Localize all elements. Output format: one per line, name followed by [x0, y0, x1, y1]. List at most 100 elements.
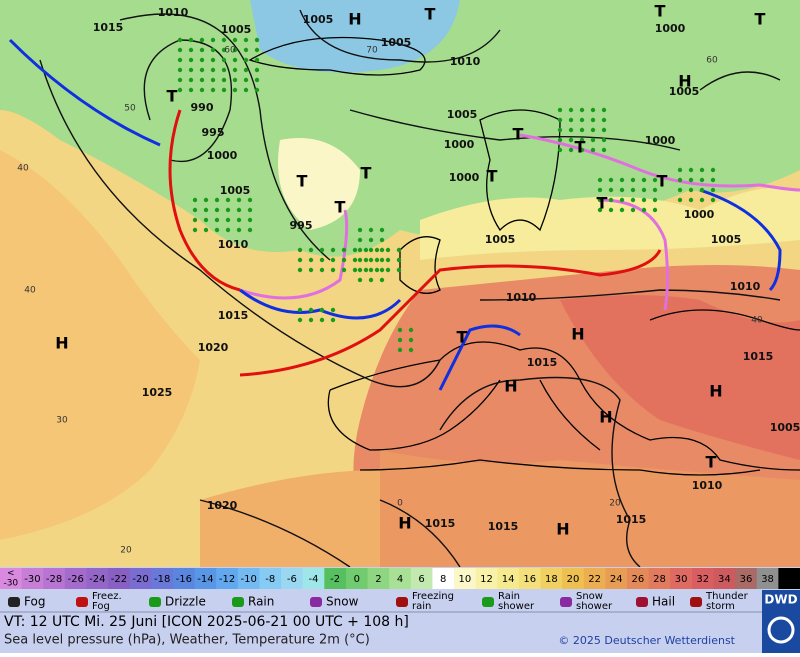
weather-icon: [396, 597, 408, 607]
temperature-cell: [410, 568, 433, 589]
rain-dot: [408, 347, 414, 353]
temperature-label: -24: [89, 574, 105, 585]
weather-icon: [76, 597, 88, 607]
rain-dot: [619, 187, 625, 193]
weather-label: shower: [576, 601, 613, 612]
rain-dot: [357, 227, 363, 233]
pressure-label: 1010: [730, 280, 761, 293]
rain-dot: [254, 57, 260, 63]
rain-dot: [308, 247, 314, 253]
grid-label: 20: [609, 499, 621, 509]
temperature-label: 6: [418, 574, 424, 585]
grid-label: 70: [366, 46, 378, 56]
rain-dot: [177, 37, 183, 43]
temperature-cell: [432, 568, 455, 589]
temperature-cell: [281, 568, 304, 589]
pressure-label: 1005: [221, 23, 252, 36]
weather-label: Snow: [576, 591, 603, 602]
temperature-label: 2: [375, 574, 381, 585]
pressure-label: 1020: [207, 499, 238, 512]
rain-dot: [247, 217, 253, 223]
rain-dot: [297, 257, 303, 263]
temperature-label: -2: [330, 574, 340, 585]
rain-dot: [188, 77, 194, 83]
temperature-cell: [129, 568, 152, 589]
valid-time: VT: 12 UTC Mi. 25 Juni [ICON 2025-06-21 …: [4, 614, 409, 630]
rain-dot: [579, 127, 585, 133]
pressure-label: 1000: [684, 208, 715, 221]
rain-dot: [247, 227, 253, 233]
rain-dot: [232, 67, 238, 73]
pressure-center: T: [657, 172, 668, 191]
rain-dot: [568, 117, 574, 123]
temperature-cell: [259, 568, 282, 589]
grid-label: 40: [17, 164, 29, 174]
pressure-label: 1010: [692, 479, 723, 492]
rain-dot: [385, 247, 391, 253]
pressure-center: H: [709, 382, 722, 401]
rain-dot: [408, 327, 414, 333]
rain-dot: [557, 137, 563, 143]
temperature-label: -20: [132, 574, 148, 585]
pressure-label: 1005: [220, 184, 251, 197]
rain-dot: [177, 87, 183, 93]
rain-dot: [699, 187, 705, 193]
pressure-center: T: [655, 2, 666, 21]
temperature-label: 36: [740, 574, 753, 585]
temperature-label: 32: [696, 574, 709, 585]
pressure-center: T: [297, 172, 308, 191]
temperature-cell: [43, 568, 66, 589]
temperature-label: 30: [675, 574, 688, 585]
pressure-center: T: [335, 198, 346, 217]
rain-dot: [199, 87, 205, 93]
temperature-cell: [324, 568, 347, 589]
rain-dot: [619, 197, 625, 203]
copyright: © 2025 Deutscher Wetterdienst: [558, 634, 735, 647]
rain-dot: [225, 207, 231, 213]
temperature-label: <: [7, 569, 15, 579]
rain-dot: [652, 177, 658, 183]
temperature-cell: [345, 568, 369, 589]
pressure-label: 1010: [218, 238, 249, 251]
rain-dot: [590, 147, 596, 153]
rain-dot: [232, 37, 238, 43]
rain-dot: [379, 247, 385, 253]
rain-dot: [357, 247, 363, 253]
rain-dot: [352, 247, 358, 253]
rain-dot: [368, 257, 374, 263]
temperature-cell: [216, 568, 239, 589]
rain-dot: [619, 207, 625, 213]
rain-dot: [363, 247, 369, 253]
temperature-label: -4: [309, 574, 319, 585]
rain-dot: [297, 267, 303, 273]
temperature-label: -6: [287, 574, 297, 585]
pressure-label: 1005: [447, 108, 478, 121]
rain-dot: [192, 217, 198, 223]
rain-dot: [357, 267, 363, 273]
weather-label: Thunder: [705, 591, 749, 602]
rain-dot: [188, 47, 194, 53]
temperature-cell: [627, 568, 650, 589]
rain-dot: [601, 137, 607, 143]
rain-dot: [710, 197, 716, 203]
pressure-center: T: [755, 10, 766, 29]
weather-icon: [690, 597, 702, 607]
rain-dot: [308, 257, 314, 263]
temperature-label: 26: [631, 574, 644, 585]
temperature-cell: [86, 568, 109, 589]
rain-dot: [710, 177, 716, 183]
temperature-cell: [713, 568, 736, 589]
pressure-label: 1015: [743, 350, 774, 363]
weather-icon: [560, 597, 572, 607]
temperature-cell: [0, 568, 23, 589]
temperature-cell: [756, 568, 779, 589]
pressure-label: 990: [191, 101, 214, 114]
weather-icon: [310, 597, 322, 607]
grid-label: 60: [224, 46, 236, 56]
temperature-cell: [302, 568, 325, 589]
rain-dot: [203, 227, 209, 233]
temperature-label: 8: [440, 574, 446, 585]
pressure-center: T: [167, 87, 178, 106]
description: Sea level pressure (hPa), Weather, Tempe…: [4, 633, 370, 648]
temperature-label: 34: [718, 574, 731, 585]
